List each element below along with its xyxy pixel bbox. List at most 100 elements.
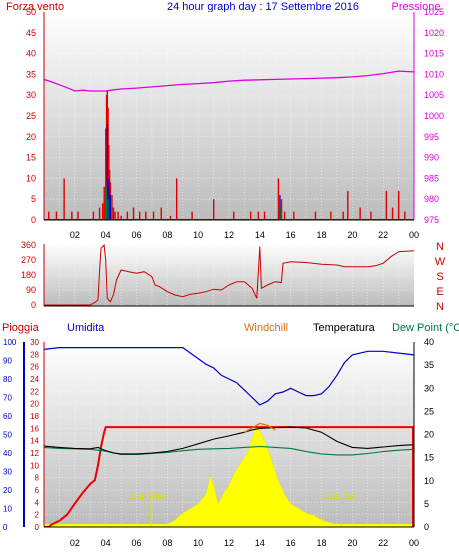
y-tick-label: 1000 <box>424 111 444 121</box>
y-tick-label: 30 <box>26 90 36 100</box>
y-tick-label: 975 <box>424 215 439 225</box>
rain-tick-label: 26 <box>30 363 39 372</box>
wind-bar <box>112 207 115 220</box>
rain-tick-label: 22 <box>30 387 39 396</box>
wind-bar <box>397 190 400 220</box>
y-tick-label: 0 <box>31 300 36 310</box>
wind-bar <box>280 199 283 220</box>
x-tick-label: 22 <box>378 538 388 548</box>
panel-temp-humidity-rain: 0102030405060708090100024681012141618202… <box>3 337 434 548</box>
x-tick-label: 04 <box>101 230 111 240</box>
y-tick-label: 980 <box>424 194 439 204</box>
wind-bar <box>101 203 104 220</box>
rain-tick-label: 16 <box>30 424 39 433</box>
dewpoint-legend: Dew Point (°C <box>392 322 459 334</box>
wind-gust-bar <box>106 124 108 220</box>
wind-bar <box>55 211 58 220</box>
temp-tick-label: 20 <box>424 430 434 440</box>
humidity-tick-label: 40 <box>3 449 12 458</box>
wind-bar <box>48 211 50 220</box>
rain-tick-label: 8 <box>35 474 40 483</box>
y-tick-label: 1025 <box>424 7 444 17</box>
wind-bar <box>152 211 155 220</box>
temp-tick-label: 0 <box>424 522 429 532</box>
x-tick-label: 22 <box>378 230 388 240</box>
x-tick-label: 18 <box>316 230 326 240</box>
rain-tick-label: 12 <box>30 449 39 458</box>
wind-bar <box>92 211 95 220</box>
rain-tick-label: 14 <box>30 437 39 446</box>
temp-tick-label: 10 <box>424 476 434 486</box>
y-tick-label: 1020 <box>424 28 444 38</box>
y-tick-label: 270 <box>21 255 36 265</box>
wind-bar <box>138 211 141 220</box>
y-tick-label: 45 <box>26 28 36 38</box>
temp-tick-label: 25 <box>424 406 434 416</box>
y-tick-label: 0 <box>31 215 36 225</box>
x-tick-label: 20 <box>347 538 357 548</box>
x-tick-label: 14 <box>255 538 265 548</box>
wind-bar <box>257 211 260 220</box>
wind-bar <box>249 211 252 220</box>
y-tick-label: 360 <box>21 240 36 250</box>
wind-bar <box>330 211 332 220</box>
wind-bar <box>105 128 107 220</box>
sunset-label: Sun Set <box>325 491 358 501</box>
direction-line <box>44 244 414 306</box>
compass-label: S <box>436 271 443 283</box>
temp-tick-label: 5 <box>424 499 429 509</box>
x-tick-label: 16 <box>286 230 296 240</box>
wind-bar <box>71 211 73 220</box>
y-tick-label: 10 <box>26 173 36 183</box>
x-tick-label: 06 <box>131 230 141 240</box>
y-tick-label: 995 <box>424 132 439 142</box>
wind-bar <box>385 190 388 220</box>
rain-tick-label: 20 <box>30 400 39 409</box>
y-tick-label: 35 <box>26 69 36 79</box>
wind-bar <box>359 207 361 220</box>
y-tick-label: 1005 <box>424 90 444 100</box>
wind-bar <box>126 211 129 220</box>
pressure-line <box>44 70 414 92</box>
temperature-legend: Temperatura <box>313 322 376 334</box>
y-tick-label: 180 <box>21 270 36 280</box>
wind-bar <box>145 211 147 220</box>
wind-bar <box>233 211 235 220</box>
rain-tick-label: 4 <box>35 498 40 507</box>
wind-green-bar <box>107 199 109 220</box>
wind-bar <box>391 207 394 220</box>
rain-line <box>44 426 414 527</box>
wind-bar <box>342 211 344 220</box>
y-tick-label: 990 <box>424 153 439 163</box>
x-tick-label: 04 <box>101 538 111 548</box>
wind-bar <box>370 211 372 220</box>
wind-green-bar <box>280 207 282 220</box>
y-tick-label: 50 <box>26 7 36 17</box>
humidity-tick-label: 30 <box>3 468 12 477</box>
wind-bar <box>293 211 295 220</box>
x-tick-label: 00 <box>409 230 419 240</box>
x-tick-label: 20 <box>347 230 357 240</box>
wind-axis-title: Forza vento <box>6 1 64 13</box>
wind-bar <box>117 211 119 220</box>
x-tick-label: 08 <box>162 230 172 240</box>
wind-bar <box>169 215 172 220</box>
wind-bar <box>191 211 193 220</box>
x-tick-label: 16 <box>286 538 296 548</box>
compass-label: N <box>436 301 444 313</box>
wind-gust-bar <box>108 178 110 220</box>
humidity-tick-label: 20 <box>3 486 12 495</box>
x-tick-label: 12 <box>224 538 234 548</box>
wind-bar <box>404 211 406 220</box>
rain-tick-label: 6 <box>35 486 40 495</box>
humidity-tick-label: 0 <box>3 523 8 532</box>
y-tick-label: 20 <box>26 132 36 142</box>
panel-wind-pressure: 0510152025303540455097598098599099510001… <box>26 7 444 240</box>
humidity-tick-label: 60 <box>3 412 12 421</box>
wind-bar <box>98 207 101 220</box>
wind-green-bar <box>105 186 108 220</box>
wind-bar <box>347 190 349 220</box>
solar-baseline <box>44 524 414 527</box>
